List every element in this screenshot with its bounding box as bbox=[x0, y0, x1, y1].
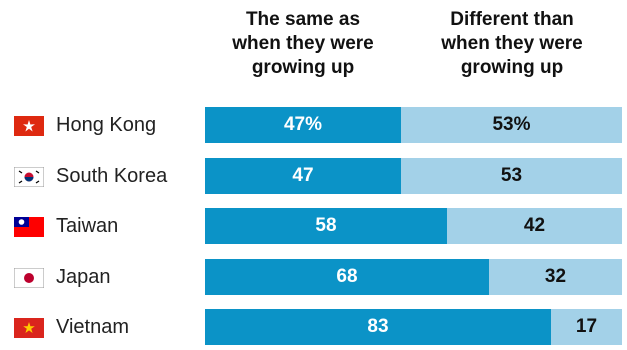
stacked-bar: 68 32 bbox=[205, 258, 622, 295]
bar-same: 47% bbox=[205, 107, 401, 143]
bar-different: 53% bbox=[401, 107, 622, 143]
chart-row: Japan 68 32 bbox=[0, 258, 627, 295]
stacked-bar: 83 17 bbox=[205, 309, 622, 345]
japan-flag-icon bbox=[13, 267, 45, 288]
vietnam-flag-icon bbox=[14, 318, 44, 338]
bar-same: 47 bbox=[205, 157, 401, 194]
hong-kong-flag-icon bbox=[14, 116, 44, 136]
stacked-bar: 58 42 bbox=[205, 208, 622, 244]
category-label: South Korea bbox=[56, 164, 168, 187]
bar-different: 17 bbox=[551, 309, 622, 345]
bar-different: 53 bbox=[401, 157, 622, 194]
bar-different: 42 bbox=[447, 208, 622, 244]
bar-same: 58 bbox=[205, 208, 447, 244]
chart-row: Taiwan 58 42 bbox=[0, 208, 627, 244]
category-label: Japan bbox=[56, 265, 111, 288]
chart-row: Hong Kong 47% 53% bbox=[0, 107, 627, 143]
category-label: Hong Kong bbox=[56, 114, 157, 136]
category-label: Vietnam bbox=[56, 316, 130, 338]
chart-row: South Korea 47 53 bbox=[0, 157, 627, 194]
category-label: Taiwan bbox=[56, 215, 119, 237]
column-header-same: The same as when they were growing up bbox=[232, 9, 374, 78]
chart-row: Vietnam 83 17 bbox=[0, 309, 627, 345]
bar-same: 68 bbox=[205, 258, 489, 295]
stacked-bar: 47% 53% bbox=[205, 107, 622, 143]
taiwan-flag-icon bbox=[14, 217, 44, 237]
south-korea-flag-icon bbox=[13, 166, 45, 187]
bar-same: 83 bbox=[205, 309, 551, 345]
column-header-different: Different than when they were growing up bbox=[441, 9, 583, 78]
bar-different: 32 bbox=[489, 258, 622, 295]
stacked-bar: 47 53 bbox=[205, 157, 622, 194]
